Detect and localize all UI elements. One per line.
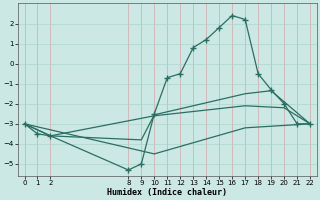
X-axis label: Humidex (Indice chaleur): Humidex (Indice chaleur)	[107, 188, 227, 197]
